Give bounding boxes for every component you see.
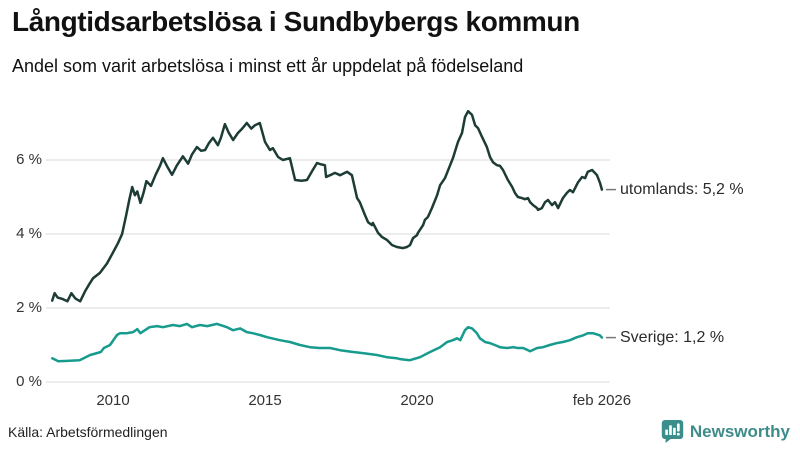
series-label-sverige: Sverige: 1,2 %	[620, 328, 725, 346]
chart-subtitle: Andel som varit arbetslösa i minst ett å…	[12, 56, 524, 76]
newsworthy-brand-text: Newsworthy	[689, 421, 790, 441]
source-note: Källa: Arbetsförmedlingen	[8, 424, 168, 440]
newsworthy-brand: Newsworthy	[661, 419, 790, 444]
series-label-utomlands: utomlands: 5,2 %	[620, 180, 744, 198]
chart-title: Långtidsarbetslösa i Sundbybergs kommun	[12, 6, 580, 37]
series-line-sverige	[50, 322, 604, 363]
newsworthy-logo-icon	[661, 420, 684, 443]
series-line-utomlands	[50, 109, 604, 303]
